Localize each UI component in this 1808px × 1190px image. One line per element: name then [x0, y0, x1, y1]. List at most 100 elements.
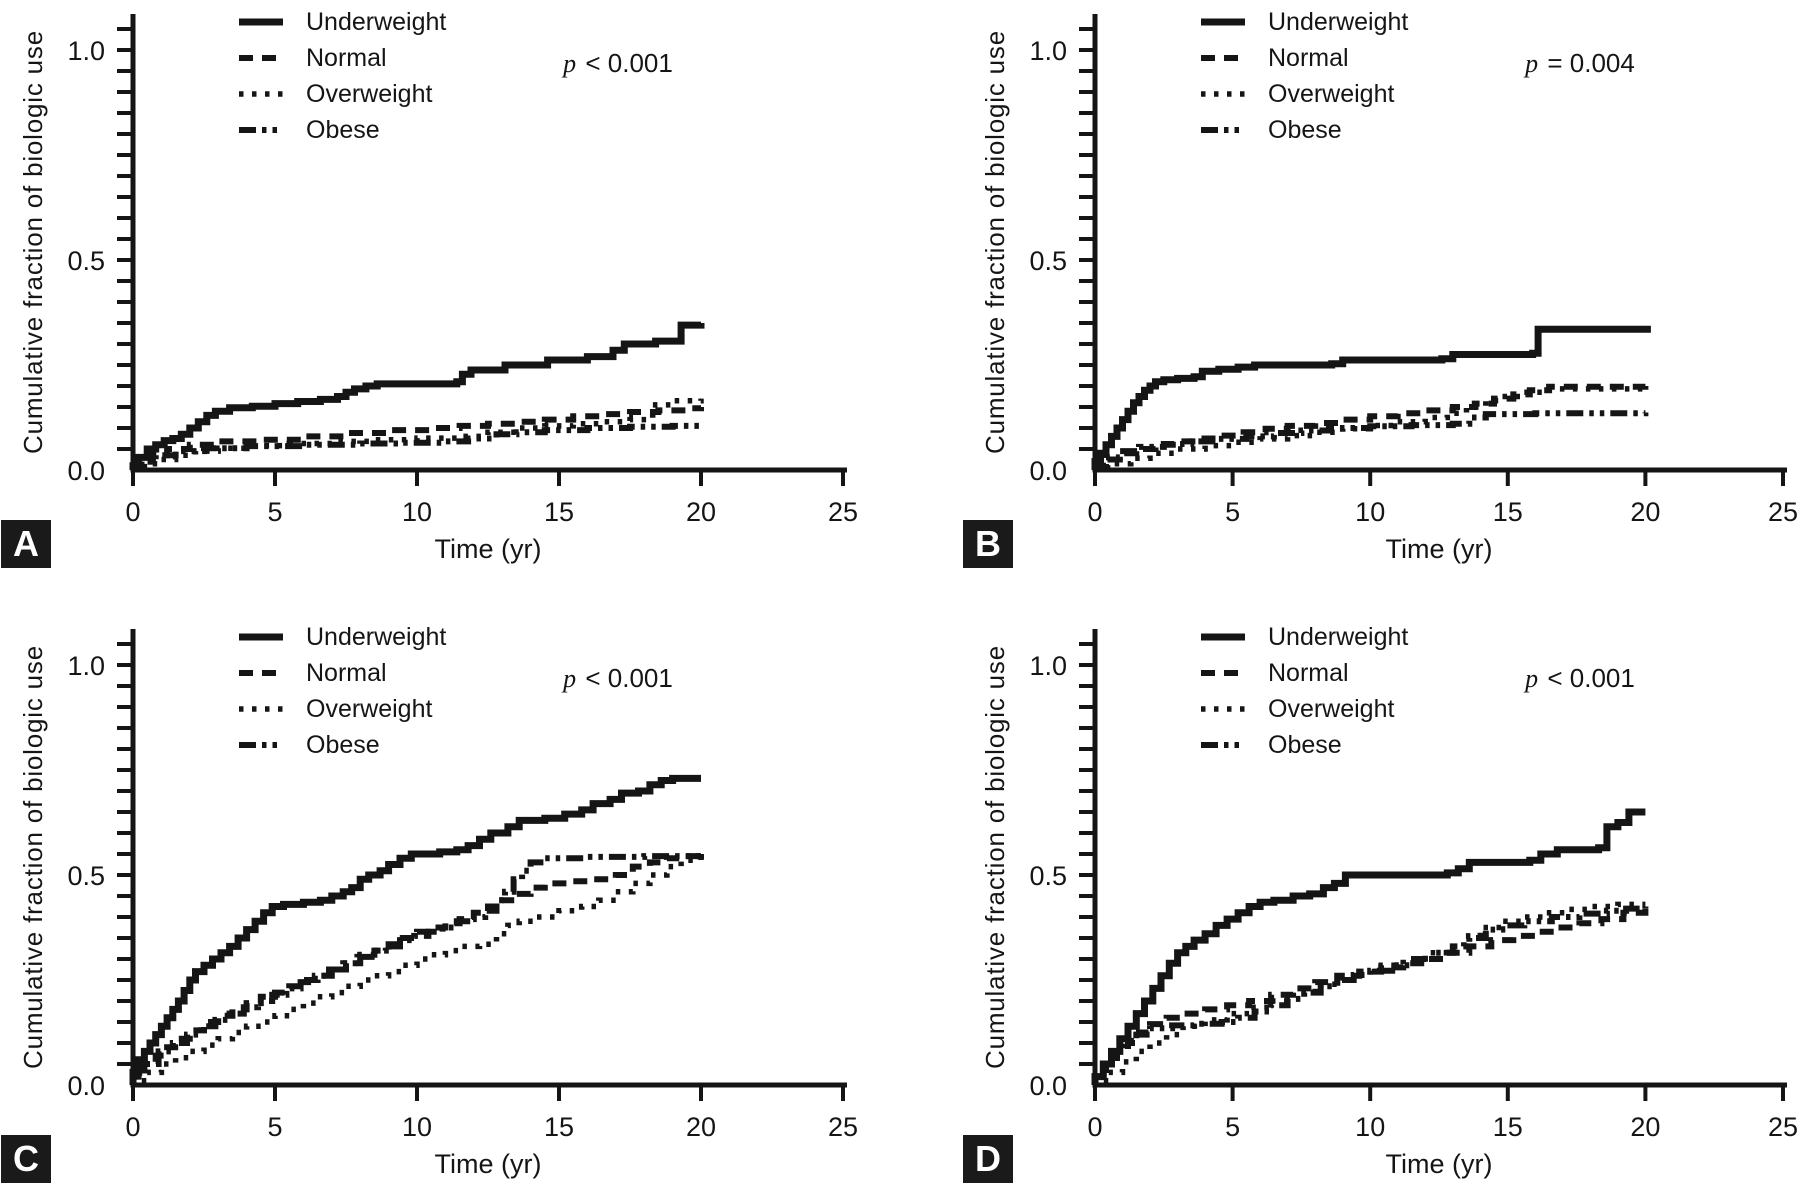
x-tick-label: 20 — [1630, 497, 1660, 527]
curve-overweight — [130, 856, 704, 1085]
legend-label: Overweight — [1268, 694, 1395, 723]
legend-label: Normal — [1268, 658, 1349, 687]
y-axis-title-d: Cumulative fraction of biologic use — [980, 645, 1010, 1069]
legend-label: Obese — [1268, 115, 1342, 144]
y-tick-label: 0.0 — [1029, 1071, 1067, 1101]
y-axis-title-c: Cumulative fraction of biologic use — [18, 645, 48, 1069]
y-tick-label: 0.5 — [67, 246, 105, 276]
legend-line-solid-icon — [239, 18, 283, 26]
legend-panel-d: Underweight Normal Overweight Obese — [1200, 619, 1480, 763]
curve-obese — [1092, 905, 1649, 1085]
legend-line-dashed-icon — [1201, 670, 1245, 676]
p-symbol: p — [563, 664, 577, 693]
legend-label: Underweight — [306, 622, 447, 651]
x-tick-label: 5 — [1225, 1112, 1240, 1142]
curve-normal — [1092, 383, 1649, 470]
x-tick-label: 0 — [1087, 497, 1102, 527]
x-tick-label: 25 — [828, 1112, 858, 1142]
curve-overweight — [130, 397, 704, 472]
x-tick-label: 25 — [828, 497, 858, 527]
legend-item: Obese — [238, 112, 518, 148]
curve-underweight — [129, 321, 705, 470]
legend-line-solid-icon — [239, 633, 283, 641]
panel-letter-a: A — [1, 520, 51, 568]
legend-label: Overweight — [1268, 79, 1395, 108]
p-symbol: p — [1525, 664, 1539, 693]
x-tick-label: 0 — [125, 1112, 140, 1142]
panel-letter-b: B — [963, 520, 1013, 568]
legend-panel-b: Underweight Normal Overweight Obese — [1200, 4, 1480, 148]
legend-item: Normal — [1200, 655, 1480, 691]
curve-overweight — [1092, 901, 1646, 1085]
curve-normal — [130, 853, 704, 1085]
legend-label: Normal — [306, 43, 387, 72]
panel-letter-c: C — [1, 1135, 51, 1183]
x-tick-label: 15 — [1493, 497, 1523, 527]
y-tick-label: 1.0 — [1029, 651, 1067, 681]
p-value-panel-a: p < 0.001 — [468, 48, 768, 78]
x-tick-label: 0 — [1087, 1112, 1102, 1142]
legend-label: Normal — [1268, 43, 1349, 72]
y-axis-title-b: Cumulative fraction of biologic use — [980, 30, 1010, 454]
legend-item: Normal — [238, 655, 518, 691]
curve-obese — [1092, 410, 1649, 470]
legend-line-dashdot-icon — [1201, 127, 1245, 133]
x-tick-label: 10 — [1355, 1112, 1385, 1142]
p-comparison: = 0.004 — [1547, 48, 1635, 78]
legend-item: Underweight — [1200, 4, 1480, 40]
legend-item: Overweight — [238, 76, 518, 112]
x-tick-label: 20 — [686, 497, 716, 527]
y-tick-label: 1.0 — [67, 36, 105, 66]
legend-item: Underweight — [1200, 619, 1480, 655]
curve-underweight — [1091, 325, 1651, 470]
legend-item: Normal — [1200, 40, 1480, 76]
y-tick-label: 1.0 — [67, 651, 105, 681]
x-tick-label: 10 — [402, 1112, 432, 1142]
legend-label: Obese — [306, 115, 380, 144]
y-tick-label: 0.5 — [1029, 246, 1067, 276]
y-tick-label: 0.0 — [67, 456, 105, 486]
curve-obese — [130, 853, 704, 1085]
x-tick-label: 25 — [1768, 497, 1798, 527]
legend-label: Obese — [1268, 730, 1342, 759]
legend-line-dotted-icon — [1201, 91, 1245, 97]
p-symbol: p — [1525, 49, 1539, 78]
plot-area-panel-a: 0.0 0.5 1.0 0 5 10 15 20 25 — [67, 14, 858, 527]
x-tick-label: 5 — [267, 1112, 282, 1142]
legend-line-dashdot-icon — [1201, 742, 1245, 748]
legend-line-dashed-icon — [239, 55, 283, 61]
legend-panel-c: Underweight Normal Overweight Obese — [238, 619, 518, 763]
x-tick-label: 15 — [544, 497, 574, 527]
x-tick-label: 5 — [267, 497, 282, 527]
legend-item: Obese — [1200, 727, 1480, 763]
legend-item: Obese — [238, 727, 518, 763]
y-tick-label: 0.0 — [67, 1071, 105, 1101]
p-comparison: < 0.001 — [585, 48, 673, 78]
legend-label: Underweight — [306, 7, 447, 36]
p-symbol: p — [563, 49, 577, 78]
p-value-panel-d: p < 0.001 — [1430, 663, 1730, 693]
x-axis-title-c: Time (yr) — [434, 1149, 542, 1179]
y-tick-label: 1.0 — [1029, 36, 1067, 66]
legend-line-solid-icon — [1201, 18, 1245, 26]
p-comparison: < 0.001 — [585, 663, 673, 693]
p-comparison: < 0.001 — [1547, 663, 1635, 693]
legend-item: Obese — [1200, 112, 1480, 148]
x-axis-title-b: Time (yr) — [1385, 534, 1493, 564]
x-tick-label: 0 — [125, 497, 140, 527]
legend-line-dotted-icon — [239, 91, 283, 97]
x-tick-label: 10 — [402, 497, 432, 527]
legend-label: Overweight — [306, 79, 433, 108]
y-axis-title-a: Cumulative fraction of biologic use — [18, 30, 48, 454]
p-value-panel-c: p < 0.001 — [468, 663, 768, 693]
legend-line-dotted-icon — [239, 706, 283, 712]
legend-line-dotted-icon — [1201, 706, 1245, 712]
plot-area-panel-d: 0.0 0.5 1.0 0 5 10 15 20 25 — [1029, 629, 1798, 1142]
legend-line-dashdot-icon — [239, 742, 283, 748]
legend-line-dashed-icon — [239, 670, 283, 676]
legend-item: Overweight — [238, 691, 518, 727]
legend-label: Underweight — [1268, 622, 1409, 651]
curve-underweight — [129, 774, 701, 1085]
x-tick-label: 15 — [1493, 1112, 1523, 1142]
